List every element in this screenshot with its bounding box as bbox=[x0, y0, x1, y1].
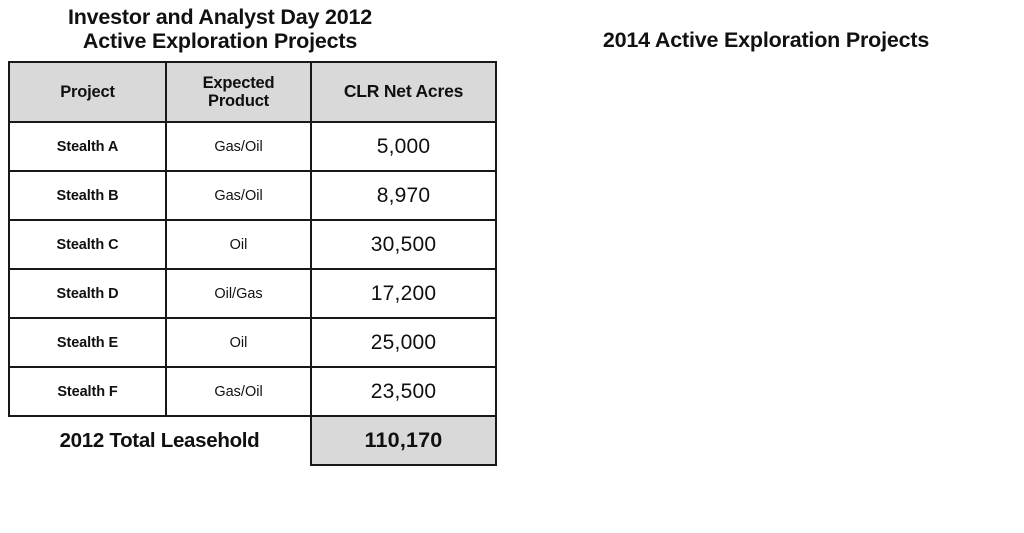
cell-clr-net-acres: 25,000 bbox=[310, 317, 497, 368]
cell-expected-product: Gas/Oil bbox=[165, 170, 312, 221]
cell-expected-product: Gas/Oil bbox=[165, 121, 312, 172]
left-table-title-line1: Investor and Analyst Day 2012 bbox=[67, 5, 373, 29]
table-row: Stealth C Oil 30,500 bbox=[8, 219, 497, 270]
panel-2012: Investor and Analyst Day 2012 Active Exp… bbox=[0, 0, 504, 466]
table-header-row: Project Expected Product CLR Net Acres bbox=[8, 61, 497, 123]
cell-expected-product: Oil bbox=[165, 317, 312, 368]
cell-project: Stealth D bbox=[8, 268, 167, 319]
cell-project: Stealth F bbox=[8, 366, 167, 417]
cell-clr-net-acres: 23,500 bbox=[310, 366, 497, 417]
cell-expected-product: Oil/Gas bbox=[165, 268, 312, 319]
cell-project: Stealth B bbox=[8, 170, 167, 221]
total-value: 110,170 bbox=[310, 415, 497, 466]
column-header-project: Project bbox=[8, 61, 167, 123]
cell-clr-net-acres: 8,970 bbox=[310, 170, 497, 221]
table-row: Stealth F Gas/Oil 23,500 bbox=[8, 366, 497, 417]
column-header-expected-product: Expected Product bbox=[165, 61, 312, 123]
cell-clr-net-acres: 17,200 bbox=[310, 268, 497, 319]
panel-2014: 2014 Active Exploration Projects Project… bbox=[512, 0, 1024, 52]
right-table-title-line1: 2014 Active Exploration Projects bbox=[602, 28, 930, 52]
cell-project: Stealth E bbox=[8, 317, 167, 368]
total-row: 2012 Total Leasehold 110,170 bbox=[9, 415, 497, 466]
cell-project: Stealth A bbox=[8, 121, 167, 172]
cell-clr-net-acres: 5,000 bbox=[310, 121, 497, 172]
table-row: Stealth E Oil 25,000 bbox=[8, 317, 497, 368]
table-row: Stealth B Gas/Oil 8,970 bbox=[8, 170, 497, 221]
left-table-title-line2: Active Exploration Projects bbox=[82, 29, 358, 54]
total-label: 2012 Total Leasehold bbox=[59, 429, 260, 452]
column-header-expected-product-line1: Expected bbox=[202, 73, 275, 92]
table-2012-active-exploration-projects: Project Expected Product CLR Net Acres S… bbox=[8, 61, 497, 466]
left-table-title: Investor and Analyst Day 2012 Active Exp… bbox=[8, 0, 432, 54]
cell-expected-product: Gas/Oil bbox=[165, 366, 312, 417]
cell-clr-net-acres: 30,500 bbox=[310, 219, 497, 270]
table-row: Stealth A Gas/Oil 5,000 bbox=[8, 121, 497, 172]
column-header-clr-net-acres: CLR Net Acres bbox=[310, 61, 497, 123]
right-table-title: 2014 Active Exploration Projects bbox=[528, 0, 1004, 52]
column-header-expected-product-line2: Product bbox=[208, 92, 269, 110]
table-row: Stealth D Oil/Gas 17,200 bbox=[8, 268, 497, 319]
cell-project: Stealth C bbox=[8, 219, 167, 270]
cell-expected-product: Oil bbox=[165, 219, 312, 270]
